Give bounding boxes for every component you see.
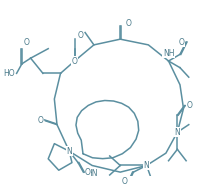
Text: N: N [66,147,72,156]
Text: HO: HO [3,69,15,78]
Text: O: O [72,56,78,65]
Text: N: N [144,161,149,170]
Text: N: N [174,128,180,137]
Text: NH: NH [163,48,174,58]
Text: O: O [186,101,192,110]
Text: O: O [178,38,184,46]
Text: O: O [121,177,127,185]
Text: O: O [24,38,29,47]
Text: O: O [38,116,44,125]
Text: HN: HN [86,169,98,178]
Text: O: O [78,31,84,40]
Text: O: O [126,19,131,28]
Text: O: O [85,168,91,177]
